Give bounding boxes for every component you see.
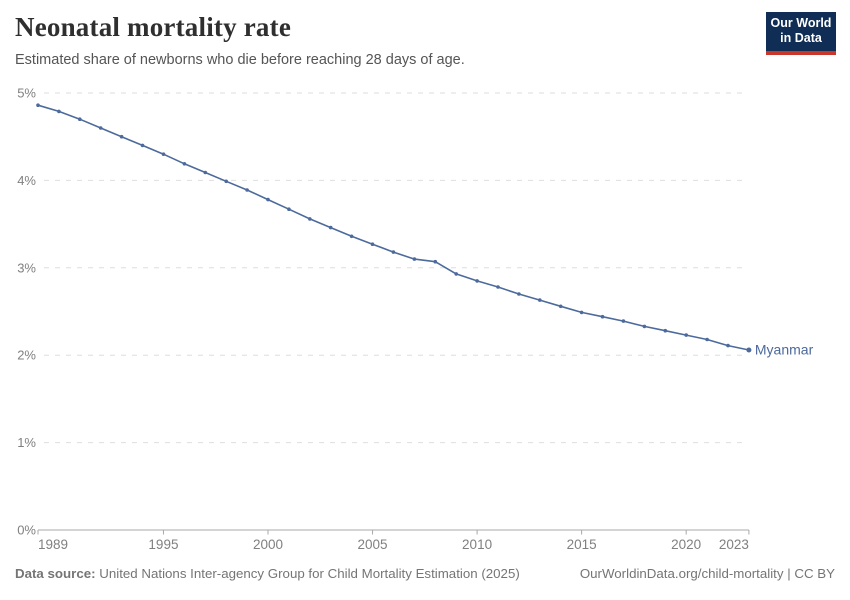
x-axis-tick-label: 2015: [567, 537, 597, 552]
data-point-2014[interactable]: [558, 304, 563, 309]
y-axis-tick-label: 1%: [17, 435, 36, 450]
chart-footer: Data source: United Nations Inter-agency…: [15, 566, 835, 581]
data-point-2023[interactable]: [746, 347, 752, 353]
data-point-2007[interactable]: [412, 257, 417, 261]
data-point-2020[interactable]: [684, 333, 688, 337]
data-point-1994[interactable]: [140, 143, 145, 148]
data-point-1996[interactable]: [182, 162, 187, 166]
data-point-2022[interactable]: [726, 343, 730, 348]
page-title: Neonatal mortality rate: [15, 12, 292, 42]
footer-citation-link[interactable]: OurWorldinData.org/child-mortality | CC …: [579, 566, 835, 581]
x-axis-tick-label: 1995: [148, 537, 178, 552]
owid-logo-line1: Our World: [770, 16, 832, 30]
line-chart[interactable]: 0% 1% 2% 3% 4% 5% 1989 1995 2000 2005 2010 2015 2020…: [0, 80, 850, 560]
data-point-1995[interactable]: [161, 152, 166, 156]
data-point-2021[interactable]: [705, 337, 709, 342]
data-point-2012[interactable]: [517, 292, 521, 296]
x-axis-tick-label: 2000: [253, 537, 283, 552]
y-axis-tick-label: 0%: [17, 523, 36, 538]
data-point-2015[interactable]: [579, 310, 584, 315]
data-point-2018[interactable]: [642, 324, 647, 329]
data-point-2002[interactable]: [308, 217, 312, 221]
data-point-1999[interactable]: [245, 188, 249, 192]
data-point-1990[interactable]: [57, 109, 61, 114]
x-axis-tick-label: 1989: [38, 537, 68, 552]
chart-subtitle: Estimated share of newborns who die befo…: [15, 52, 465, 68]
y-axis-tick-label: 5%: [17, 86, 36, 101]
x-axis-tick-label: 2010: [462, 537, 492, 552]
data-point-2006[interactable]: [391, 250, 396, 254]
data-source-text: United Nations Inter-agency Group for Ch…: [95, 566, 520, 581]
x-axis-tick-label: 2023: [719, 537, 749, 552]
owid-logo-line2: in Data: [780, 31, 822, 45]
y-axis-tick-label: 2%: [17, 348, 36, 363]
data-point-2009[interactable]: [454, 272, 459, 276]
data-point-2013[interactable]: [538, 298, 542, 302]
data-point-2017[interactable]: [621, 319, 626, 323]
data-point-2010[interactable]: [475, 279, 479, 283]
data-point-1989[interactable]: [36, 103, 40, 107]
owid-logo[interactable]: Our World in Data: [766, 12, 836, 55]
y-axis-tick-label: 4%: [17, 173, 36, 188]
data-point-1997[interactable]: [203, 170, 208, 175]
data-source-label: Data source:: [15, 566, 96, 581]
entity-label-myanmar[interactable]: Myanmar: [755, 341, 814, 357]
y-axis-tick-label: 3%: [17, 260, 36, 275]
data-point-1998[interactable]: [224, 179, 228, 184]
data-point-2004[interactable]: [349, 234, 354, 239]
data-point-1993[interactable]: [119, 134, 124, 139]
series-line-myanmar[interactable]: [37, 104, 750, 351]
data-point-2005[interactable]: [370, 242, 375, 246]
data-point-2008[interactable]: [433, 259, 438, 264]
data-point-1992[interactable]: [98, 126, 103, 130]
data-point-2003[interactable]: [328, 225, 333, 230]
data-point-2001[interactable]: [287, 207, 291, 211]
data-point-2019[interactable]: [663, 328, 668, 333]
owid-logo-accent-bar: [766, 51, 836, 55]
data-point-2000[interactable]: [266, 197, 270, 202]
data-point-2011[interactable]: [496, 285, 500, 289]
x-axis-tick-label: 2005: [358, 537, 388, 552]
data-source: Data source: United Nations Inter-agency…: [15, 566, 520, 581]
x-axis-tick-label: 2020: [671, 537, 701, 552]
data-point-1991[interactable]: [78, 117, 82, 121]
data-point-2016[interactable]: [600, 314, 605, 319]
